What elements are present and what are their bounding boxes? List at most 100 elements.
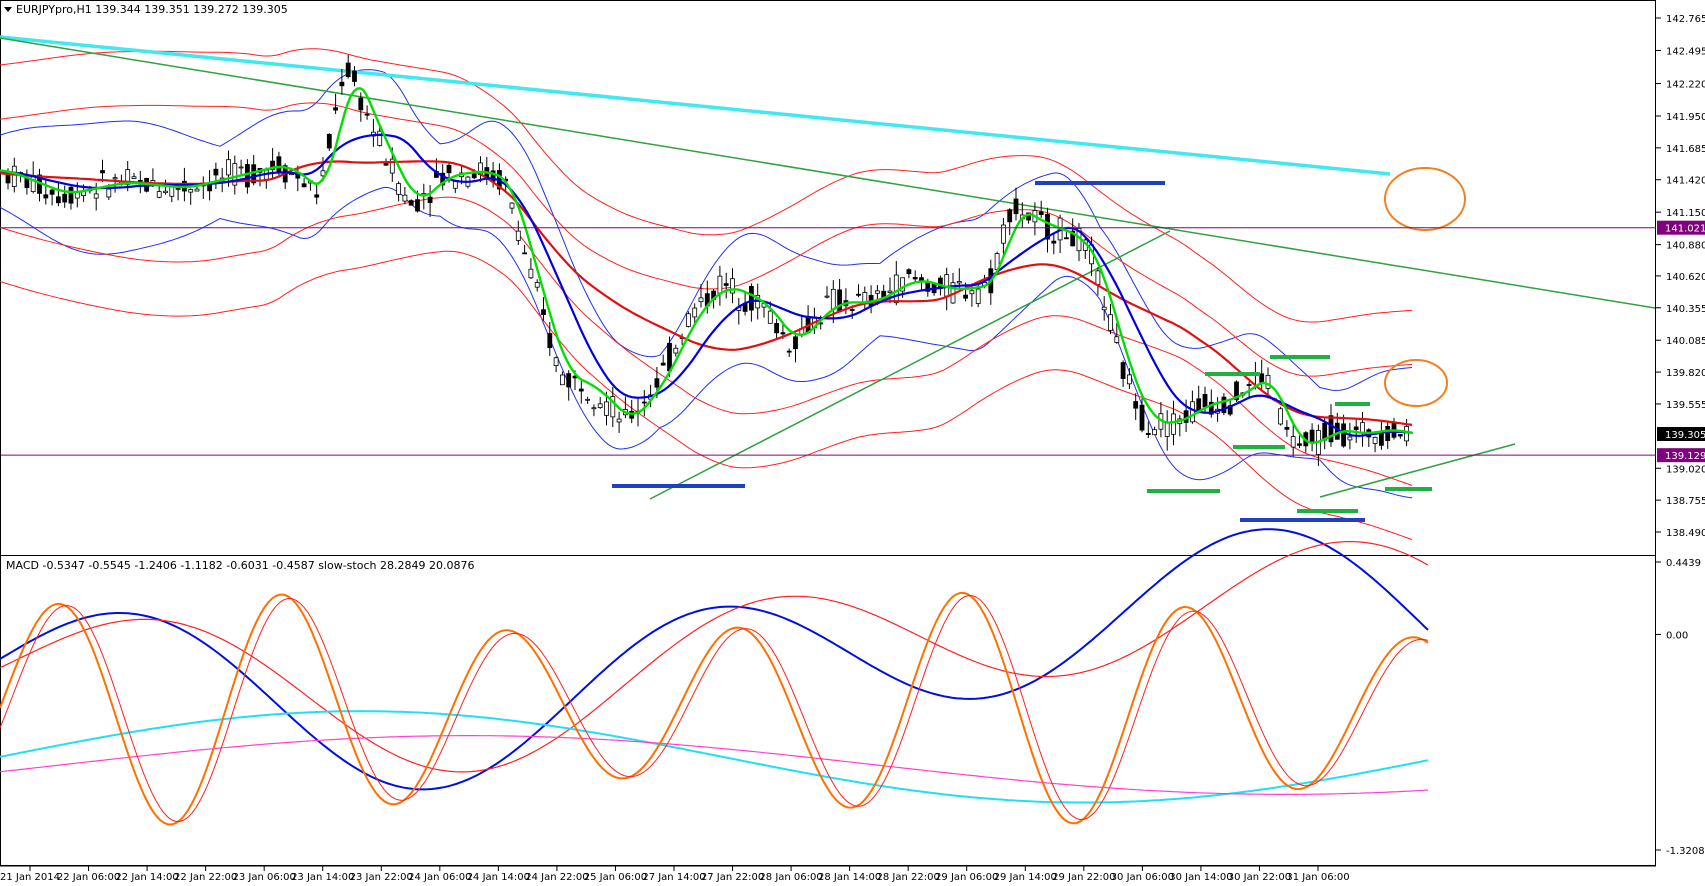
candle-body[interactable] bbox=[856, 293, 861, 296]
candle-body[interactable] bbox=[1171, 413, 1176, 435]
candle-body[interactable] bbox=[270, 160, 276, 171]
candle-body[interactable] bbox=[62, 193, 68, 203]
candle-body[interactable] bbox=[402, 194, 408, 202]
candle-body[interactable] bbox=[673, 347, 679, 354]
candle-body[interactable] bbox=[723, 283, 729, 286]
ascending-trendline-short[interactable] bbox=[1319, 443, 1516, 498]
candle-body[interactable] bbox=[509, 202, 515, 209]
candle-body[interactable] bbox=[326, 133, 332, 149]
candle-body[interactable] bbox=[358, 97, 364, 111]
candle-body[interactable] bbox=[1070, 230, 1076, 247]
descending-trendline[interactable] bbox=[0, 37, 1656, 309]
candle-body[interactable] bbox=[137, 180, 143, 182]
candle-body[interactable] bbox=[112, 177, 118, 180]
candle-body[interactable] bbox=[541, 309, 546, 315]
candle-body[interactable] bbox=[446, 164, 452, 174]
candle-body[interactable] bbox=[660, 362, 666, 366]
candle-body[interactable] bbox=[591, 407, 597, 410]
candle-body[interactable] bbox=[396, 183, 402, 195]
price-panel[interactable] bbox=[0, 0, 1656, 556]
candle-body[interactable] bbox=[774, 322, 779, 334]
candle-body[interactable] bbox=[1139, 404, 1145, 431]
candle-body[interactable] bbox=[1045, 213, 1050, 240]
candle-body[interactable] bbox=[471, 173, 477, 179]
candle-body[interactable] bbox=[226, 159, 231, 176]
candle-body[interactable] bbox=[969, 290, 975, 295]
candle-body[interactable] bbox=[1221, 396, 1227, 414]
candle-body[interactable] bbox=[522, 252, 527, 255]
candle-body[interactable] bbox=[389, 158, 395, 174]
annotation-circle[interactable] bbox=[1384, 167, 1466, 231]
candle-body[interactable] bbox=[238, 166, 244, 169]
candle-body[interactable] bbox=[415, 199, 420, 212]
candle-body[interactable] bbox=[188, 189, 194, 193]
candle-body[interactable] bbox=[1164, 422, 1170, 437]
candle-body[interactable] bbox=[1290, 436, 1296, 448]
candle-body[interactable] bbox=[749, 286, 754, 311]
candle-body[interactable] bbox=[1397, 434, 1403, 437]
candle-body[interactable] bbox=[780, 332, 786, 335]
candle-body[interactable] bbox=[175, 187, 181, 190]
candle-body[interactable] bbox=[1278, 408, 1283, 425]
candle-body[interactable] bbox=[1259, 373, 1265, 383]
candle-body[interactable] bbox=[43, 194, 49, 199]
candle-body[interactable] bbox=[1038, 211, 1044, 215]
candle-body[interactable] bbox=[717, 275, 723, 294]
candle-body[interactable] bbox=[906, 269, 912, 275]
candle-body[interactable] bbox=[320, 170, 326, 177]
candle-body[interactable] bbox=[440, 172, 446, 186]
candle-body[interactable] bbox=[352, 70, 357, 82]
candle-body[interactable] bbox=[667, 342, 672, 372]
candle-body[interactable] bbox=[68, 186, 74, 204]
candle-body[interactable] bbox=[641, 401, 647, 404]
candle-body[interactable] bbox=[213, 168, 219, 176]
candle-body[interactable] bbox=[49, 189, 55, 195]
candle-body[interactable] bbox=[1114, 336, 1120, 343]
candle-body[interactable] bbox=[1309, 429, 1315, 442]
candle-body[interactable] bbox=[1196, 398, 1202, 412]
candle-body[interactable] bbox=[408, 200, 414, 206]
candle-body[interactable] bbox=[560, 374, 565, 386]
candle-body[interactable] bbox=[244, 164, 250, 188]
candle-body[interactable] bbox=[585, 398, 590, 401]
candle-body[interactable] bbox=[100, 170, 105, 174]
candle-body[interactable] bbox=[893, 274, 899, 304]
candle-body[interactable] bbox=[616, 418, 622, 423]
candle-body[interactable] bbox=[106, 188, 112, 198]
candle-body[interactable] bbox=[1001, 224, 1006, 244]
candle-body[interactable] bbox=[566, 373, 572, 388]
candle-body[interactable] bbox=[131, 176, 137, 179]
candle-body[interactable] bbox=[1353, 426, 1359, 430]
candle-body[interactable] bbox=[830, 288, 836, 310]
candle-body[interactable] bbox=[1404, 426, 1409, 442]
candle-body[interactable] bbox=[30, 174, 36, 193]
candle-body[interactable] bbox=[956, 281, 962, 284]
candle-body[interactable] bbox=[604, 401, 609, 416]
candle-body[interactable] bbox=[1202, 394, 1208, 408]
candle-body[interactable] bbox=[862, 292, 868, 303]
candle-body[interactable] bbox=[875, 290, 880, 294]
candle-body[interactable] bbox=[963, 294, 968, 299]
candle-body[interactable] bbox=[786, 350, 792, 353]
candle-body[interactable] bbox=[547, 333, 553, 349]
candle-body[interactable] bbox=[975, 288, 981, 304]
candle-body[interactable] bbox=[1297, 443, 1302, 446]
candle-body[interactable] bbox=[333, 107, 339, 111]
candle-body[interactable] bbox=[1101, 306, 1107, 311]
candle-body[interactable] bbox=[654, 378, 660, 388]
candle-body[interactable] bbox=[1208, 401, 1214, 415]
candle-body[interactable] bbox=[452, 180, 458, 189]
candle-body[interactable] bbox=[1127, 374, 1132, 385]
candle-body[interactable] bbox=[610, 396, 616, 418]
candle-body[interactable] bbox=[1120, 362, 1126, 379]
candle-body[interactable] bbox=[767, 310, 773, 324]
candle-body[interactable] bbox=[314, 194, 320, 198]
candle-body[interactable] bbox=[837, 289, 842, 312]
candle-body[interactable] bbox=[686, 313, 691, 327]
candle-body[interactable] bbox=[301, 183, 307, 188]
candle-body[interactable] bbox=[194, 188, 200, 192]
candle-body[interactable] bbox=[597, 403, 603, 408]
candle-body[interactable] bbox=[1265, 375, 1271, 389]
candle-body[interactable] bbox=[912, 276, 918, 280]
